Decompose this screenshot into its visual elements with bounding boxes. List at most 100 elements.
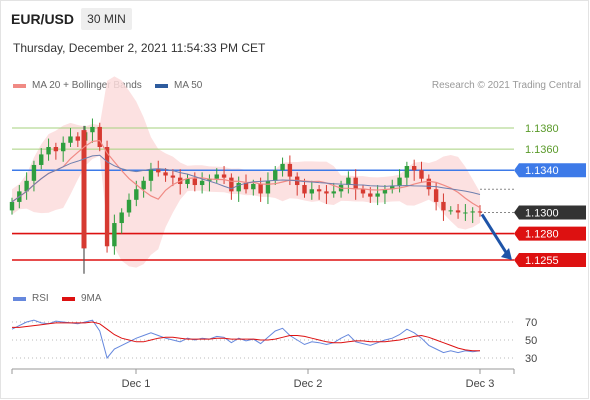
candle-body [243,182,249,190]
legend-ma20: MA 20 + Bollinger Bands [13,80,142,91]
price-label-1.1340: 1.1340 [514,163,586,178]
candle-body [397,177,402,187]
candle-body [390,186,395,190]
candle-body [287,163,293,177]
legend-ma20-label: MA 20 + Bollinger Bands [32,80,142,91]
rsi-level-label: 30 [525,353,537,365]
candle-body [426,178,432,190]
price-label-1.1255: 1.1255 [514,253,586,267]
candle-body [39,154,44,165]
candle-body [207,178,212,181]
credit-text: Research © 2021 Trading Central [431,80,581,91]
price-label-text: 1.1255 [525,255,559,267]
price-label-tag [514,163,586,178]
candle-body [441,201,446,211]
candle-body [68,136,73,143]
rsi-level-label: 50 [525,335,537,347]
legend-rsi-label: RSI [32,293,49,304]
price-label-tag [514,253,586,267]
candle-body [185,178,190,184]
bollinger-band-area [12,76,480,268]
candle-body [463,212,468,214]
candle-body [134,189,139,200]
x-tick-label: Dec 1 [122,378,151,390]
candle-body [229,177,234,192]
ma20-line [11,139,481,209]
price-label-tag [514,226,586,241]
x-tick-label: Dec 2 [294,378,323,390]
candle-body [60,142,66,152]
candle-body [119,212,124,224]
legend-rsi-swatch [13,296,26,301]
candle-body [273,170,278,181]
legend-9ma-swatch [62,296,75,301]
price-label-text: 1.1360 [525,144,559,156]
rsi-9ma-line [12,321,480,352]
candle-body [265,180,271,194]
price-label-text: 1.1300 [525,207,559,219]
candle-body [192,178,198,186]
candle-body [433,189,439,202]
candle-body [90,126,95,133]
legend-ma50-label: MA 50 [174,80,203,91]
candle-body [9,201,15,211]
x-tick-label: Dec 3 [466,378,495,390]
candle-body [214,174,219,179]
candle-body [455,210,461,213]
symbol-label: EUR/USD [11,11,75,27]
spike-candle-body [81,130,87,249]
candle-body [360,189,366,194]
candle-body [302,185,307,194]
price-label-text: 1.1380 [525,123,559,135]
candle-body [236,182,241,192]
candle-body [126,199,132,213]
candle-body [24,180,29,192]
candle-body [419,170,424,179]
candle-body [46,147,51,155]
forecast-arrowhead [501,248,512,260]
candle-body [346,177,351,186]
legend-ma50-swatch [155,83,168,88]
candle-body [324,191,329,194]
candle-body [156,169,161,173]
candle-body [170,175,176,178]
candle-body [199,180,205,186]
legend-ma20-swatch [13,83,26,88]
candle-body [163,172,168,176]
price-label-1.1300: 1.1300 [514,205,586,220]
price-label-text: 1.1280 [525,229,559,241]
candle-body [309,189,315,194]
legend-ma50: MA 50 [155,80,202,91]
candle-body [221,174,227,178]
candle-body [258,183,263,194]
candle-body [104,147,110,247]
price-label-tag [514,205,586,220]
candle-body [75,136,81,141]
candle-body [375,193,380,197]
rsi-level-label: 70 [525,317,537,329]
price-label-1.1280: 1.1280 [514,226,586,241]
legend-9ma: 9MA [62,293,102,304]
candle-body [280,163,285,171]
candle-body [316,189,322,192]
legend-9ma-label: 9MA [81,293,102,304]
timeframe-button[interactable]: 30 MIN [81,8,132,30]
candle-body [382,189,388,194]
candle-body [97,126,102,148]
price-label-1.1360: 1.1360 [525,144,559,156]
candle-body [368,193,373,197]
price-label-1.1380: 1.1380 [525,123,559,135]
timestamp: Thursday, December 2, 2021 11:54:33 PM C… [13,41,266,55]
ma50-line [11,154,481,203]
forecast-arrow-shaft [480,213,509,255]
candle-body [53,147,59,152]
candle-body [477,211,483,213]
candle-body [411,166,417,171]
candle-body [31,164,37,181]
candle-body [404,166,410,178]
candle-body [141,180,146,190]
candle-body [353,177,358,190]
candle-body [148,169,154,181]
